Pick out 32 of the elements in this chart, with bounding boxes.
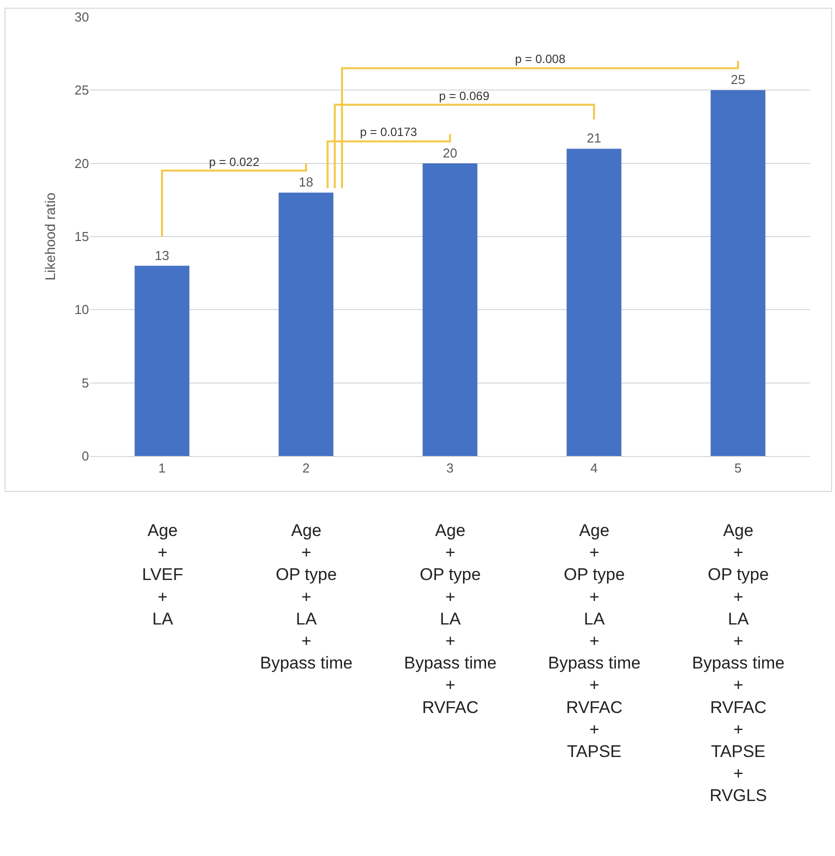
data-label: 18 bbox=[298, 174, 314, 190]
data-label: 25 bbox=[730, 72, 746, 88]
annotation: p = 0.0173 bbox=[360, 125, 418, 139]
x-tick-label: 3 bbox=[446, 460, 454, 476]
x-tick-label: 2 bbox=[302, 460, 310, 476]
annotation: p = 0.022 bbox=[209, 155, 260, 169]
y-tick-label: 0 bbox=[82, 448, 89, 464]
y-tick-label: 10 bbox=[74, 302, 89, 318]
bar bbox=[710, 90, 766, 456]
data-label: 13 bbox=[154, 248, 170, 263]
y-tick-label: 20 bbox=[74, 156, 89, 171]
text: Age + OP type + LA + Bypass time + RVFAC + TAPSE + RVGLS bbox=[692, 521, 785, 806]
text: Age + OP type + LA + Bypass time + RVFAC + TAPSE bbox=[548, 521, 641, 761]
x-tick-label: 1 bbox=[158, 460, 166, 476]
text: Age + OP type + LA + Bypass time + RVFAC bbox=[404, 521, 497, 717]
y-tick-label: 30 bbox=[74, 10, 89, 25]
bar bbox=[566, 148, 622, 456]
y-tick-label: 5 bbox=[82, 375, 89, 390]
y-tick-label: 15 bbox=[74, 229, 89, 244]
text: Age + OP type + LA + Bypass time bbox=[260, 521, 353, 673]
x-tick-label: 4 bbox=[590, 460, 598, 476]
y-tick-label: 25 bbox=[74, 82, 89, 98]
annotation: p = 0.069 bbox=[439, 89, 490, 103]
text: Age + LVEF + LA bbox=[142, 521, 184, 628]
x-tick-label: 5 bbox=[734, 460, 742, 476]
data-label: 20 bbox=[442, 145, 458, 160]
data-label: 21 bbox=[586, 130, 602, 146]
y-axis-title: Likehood ratio bbox=[42, 192, 58, 280]
annotation: p = 0.008 bbox=[515, 52, 566, 66]
bar bbox=[422, 163, 478, 456]
bar bbox=[134, 266, 190, 456]
bar bbox=[278, 192, 334, 456]
